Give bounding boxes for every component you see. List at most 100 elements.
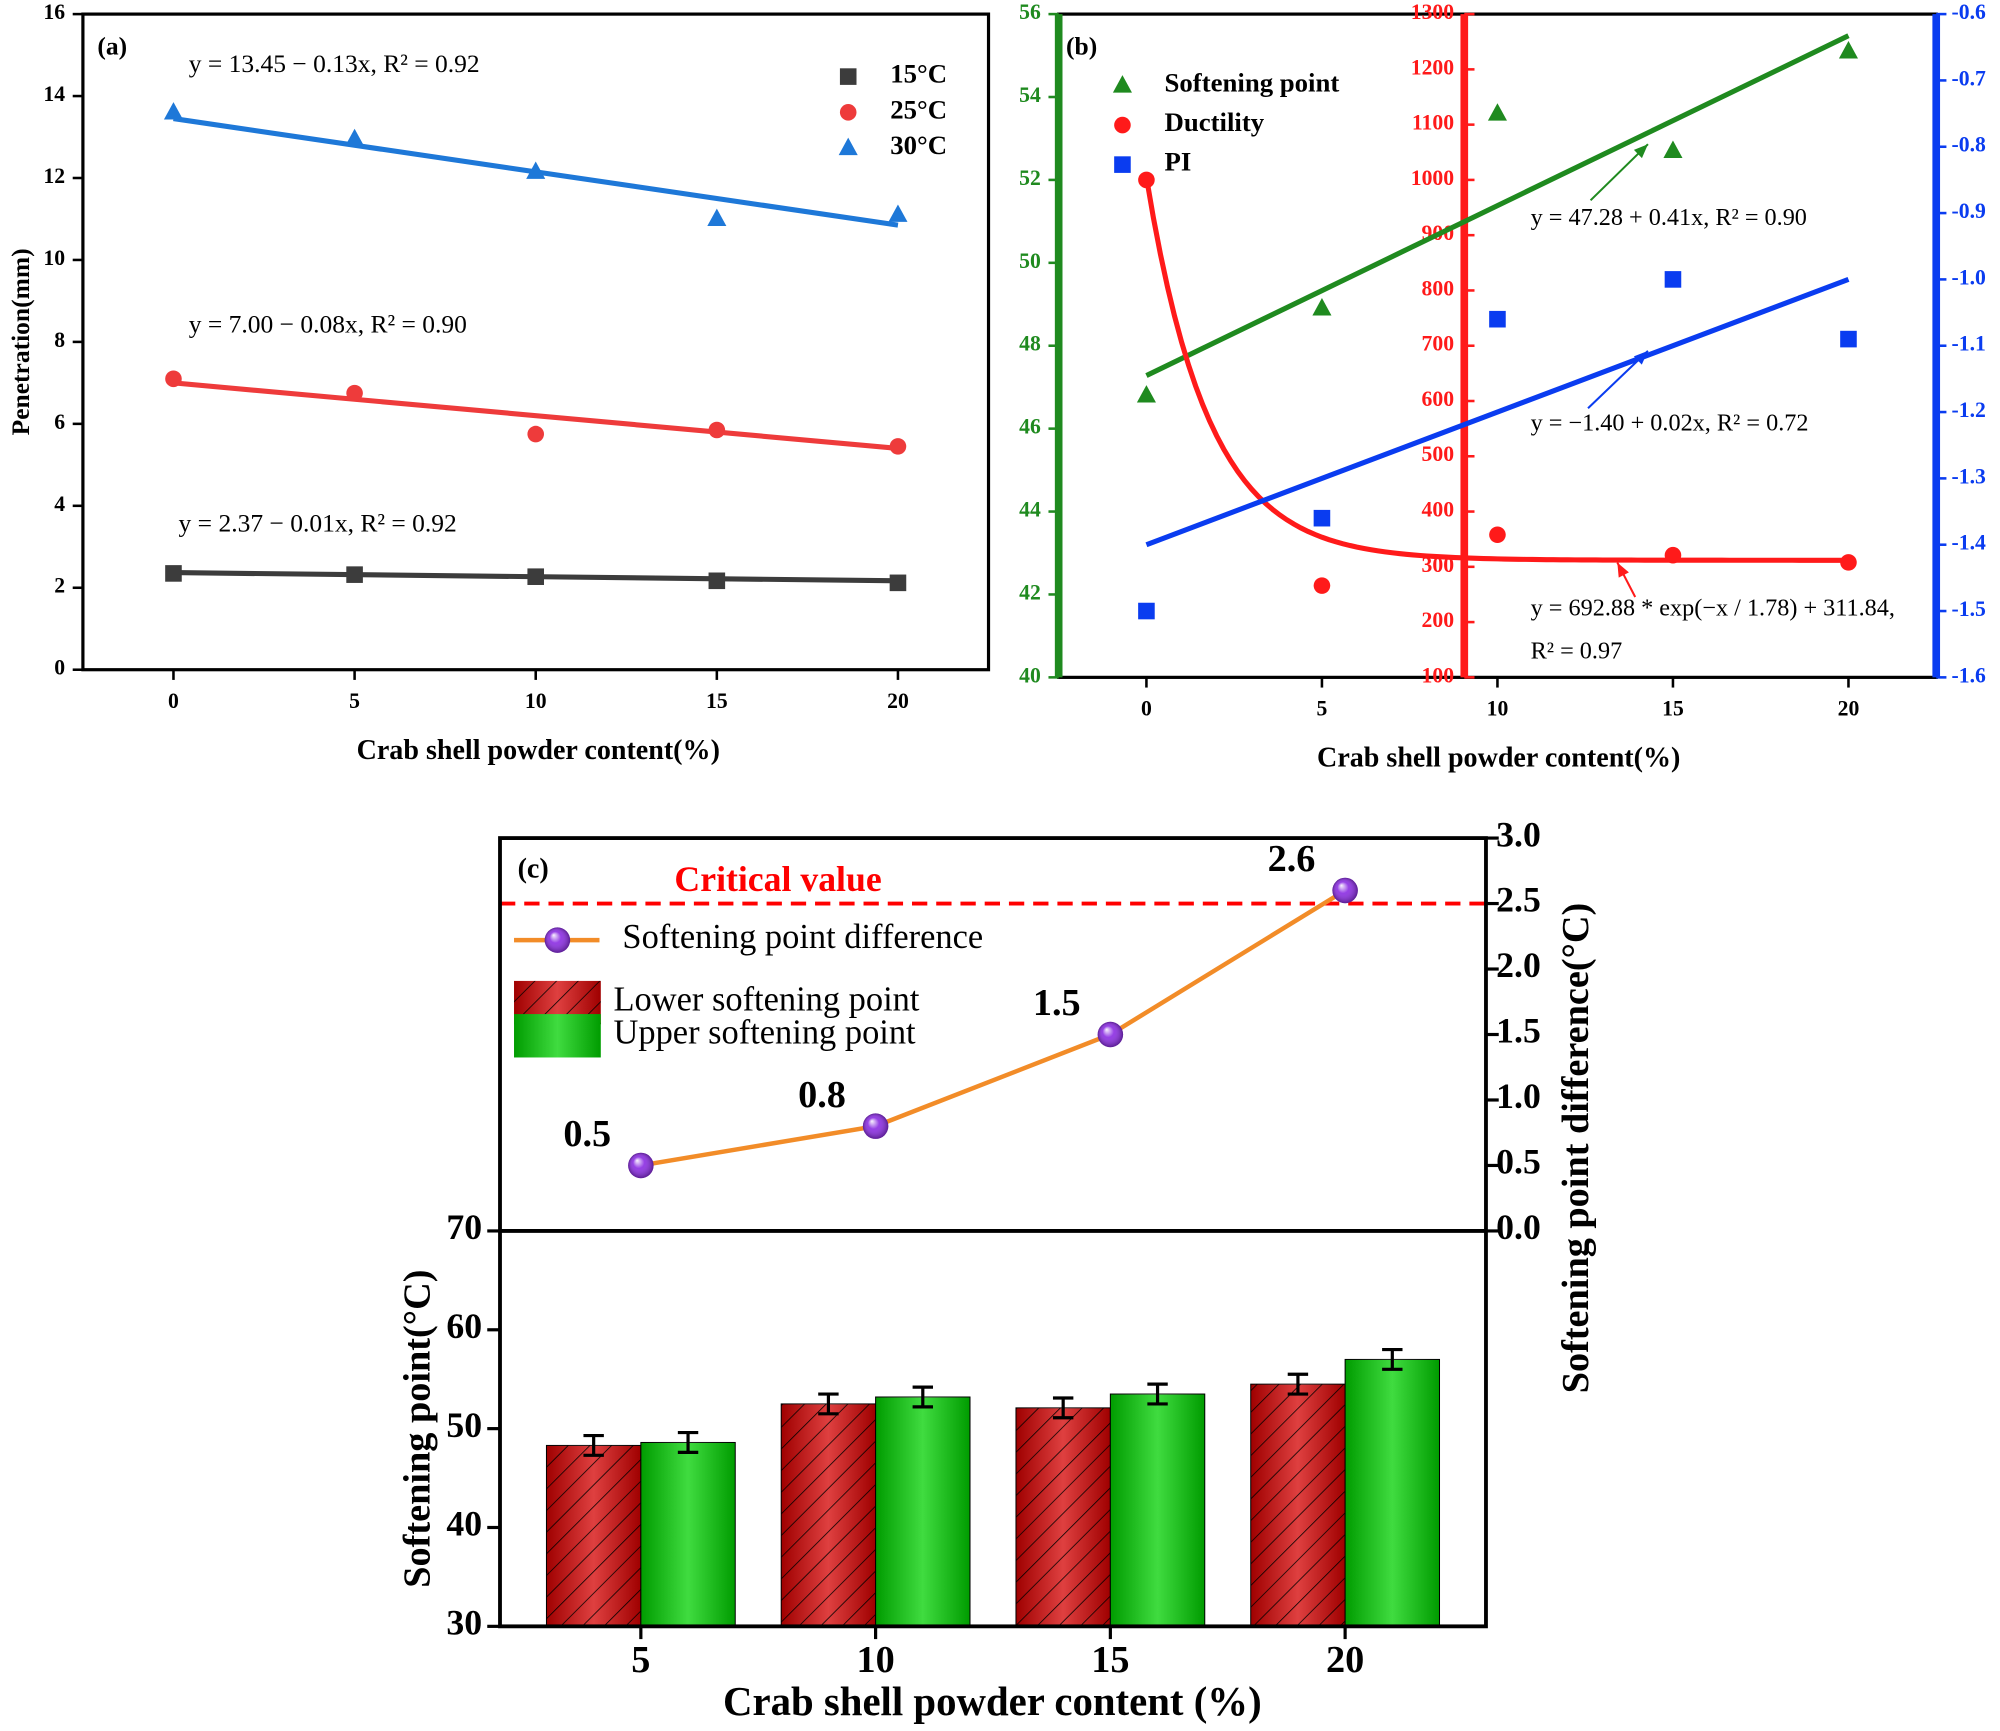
y-tick-label: 56 [1019, 0, 1041, 24]
y-tick-label: 16 [43, 0, 65, 24]
data-point [346, 384, 363, 402]
data-point [527, 568, 545, 585]
y-tick-label: 1100 [1412, 111, 1454, 135]
data-label: 0.8 [798, 1074, 846, 1116]
y-tick-label: 46 [1019, 415, 1041, 439]
y-tick-label: 1300 [1411, 0, 1455, 24]
equation: y = 7.00 − 0.08x, R² = 0.90 [189, 309, 467, 338]
data-point [345, 128, 365, 147]
x-tick-label: 0 [168, 689, 179, 713]
y-tick-label: 50 [1019, 249, 1041, 273]
y2-tick-label: 2.5 [1496, 880, 1541, 920]
error-bar [677, 1430, 699, 1454]
data-point [1313, 577, 1331, 594]
y-tick-label: 48 [1019, 332, 1041, 356]
equation: y = 13.45 − 0.13x, R² = 0.92 [189, 49, 480, 78]
legend-marker [839, 104, 857, 121]
data-point [1136, 385, 1156, 403]
data-point [163, 102, 184, 120]
x-tick-label: 10 [856, 1639, 894, 1681]
x-tick-label: 5 [1317, 696, 1328, 720]
y-tick-label: 4 [54, 492, 65, 516]
y2-tick-label: 3.0 [1496, 814, 1541, 854]
legend-label: 25°C [890, 94, 947, 124]
legend-label: Lower softening point [614, 981, 920, 1019]
line [640, 888, 1347, 1168]
y-tick-label: 0 [54, 656, 65, 680]
data-point [526, 161, 546, 179]
data-point [1312, 298, 1332, 316]
y-tick-label: -1.3 [1952, 464, 1986, 488]
y2-axis-title: Softening point difference(°C) [1555, 903, 1597, 1394]
legend-label: Upper softening point [614, 1014, 917, 1052]
bar-shading [640, 1442, 736, 1627]
data-point [1489, 526, 1506, 544]
y-tick-label: 100 [1422, 663, 1455, 687]
y-tick-label: 14 [43, 82, 65, 106]
point-shading [1332, 877, 1358, 904]
data-point [1313, 509, 1331, 527]
bar-shading [1345, 1359, 1440, 1627]
y-tick-label: -1.1 [1952, 332, 1986, 356]
equation: y = −1.40 + 0.02x, R² = 0.72 [1531, 409, 1809, 436]
y-tick-label: -0.8 [1952, 133, 1986, 157]
equation: y = 2.37 − 0.01x, R² = 0.92 [179, 508, 457, 537]
legend-label: Ductility [1165, 107, 1265, 137]
x-tick-label: 15 [1662, 696, 1684, 720]
y-tick-label: 52 [1019, 166, 1041, 190]
x-tick-label: 20 [1326, 1639, 1364, 1681]
data-point [707, 208, 727, 227]
bar-hatch [781, 1403, 876, 1627]
y-tick-label: 40 [446, 1504, 482, 1544]
critical-label: Critical value [674, 859, 881, 899]
x-tick-label: 20 [887, 689, 909, 713]
equation: y = 47.28 + 0.41x, R² = 0.90 [1531, 204, 1807, 231]
y-tick-label: 400 [1422, 498, 1455, 522]
data-point [1840, 330, 1857, 348]
y-tick-label: 200 [1422, 608, 1455, 632]
y-axis-title: Softening point(°C) [397, 1270, 439, 1588]
y-axis-title: Penetration(mm) [6, 248, 35, 435]
y2-tick-label: 1.5 [1496, 1011, 1541, 1051]
arrow-head [1617, 562, 1629, 578]
y-tick-label: 800 [1422, 276, 1455, 300]
arrow-head [1633, 144, 1648, 159]
data-point [888, 204, 908, 222]
fit-line [1145, 277, 1850, 548]
error-bar [1287, 1372, 1309, 1396]
legend-shading [544, 927, 571, 953]
data-point [1663, 140, 1683, 158]
y-tick-label: -1.6 [1952, 663, 1986, 687]
data-label: 1.5 [1033, 982, 1081, 1024]
data-point [1840, 554, 1857, 571]
panel-label: (c) [518, 854, 549, 885]
error-bar [912, 1385, 934, 1409]
y-tick-label: 1200 [1411, 55, 1455, 79]
data-point [889, 574, 907, 592]
y-tick-label: 42 [1019, 580, 1041, 604]
error-bar [583, 1433, 604, 1457]
y-tick-label: 30 [446, 1603, 482, 1643]
x-tick-label: 0 [1141, 696, 1152, 720]
data-label: 0.5 [563, 1113, 611, 1155]
y-tick-label: 12 [43, 164, 65, 188]
equation: R² = 0.97 [1531, 638, 1623, 665]
legend-marker [838, 137, 858, 156]
x-tick-label: 10 [1487, 696, 1509, 720]
data-point [708, 421, 726, 439]
y-tick-label: -1.2 [1952, 398, 1986, 422]
error-bar [818, 1392, 839, 1416]
y-tick-label: -0.9 [1952, 199, 1986, 223]
legend-label: PI [1165, 147, 1192, 177]
panel-label: (b) [1066, 31, 1097, 60]
y-tick-label: 700 [1422, 332, 1455, 356]
legend-marker [1114, 116, 1131, 134]
y-tick-label: 54 [1019, 83, 1041, 107]
fit-line [173, 380, 899, 451]
legend-label: Softening point difference [622, 918, 983, 956]
data-point [1138, 171, 1155, 189]
x-tick-label: 15 [706, 689, 728, 713]
arrow-head [1633, 350, 1648, 365]
error-bar [1052, 1396, 1074, 1420]
